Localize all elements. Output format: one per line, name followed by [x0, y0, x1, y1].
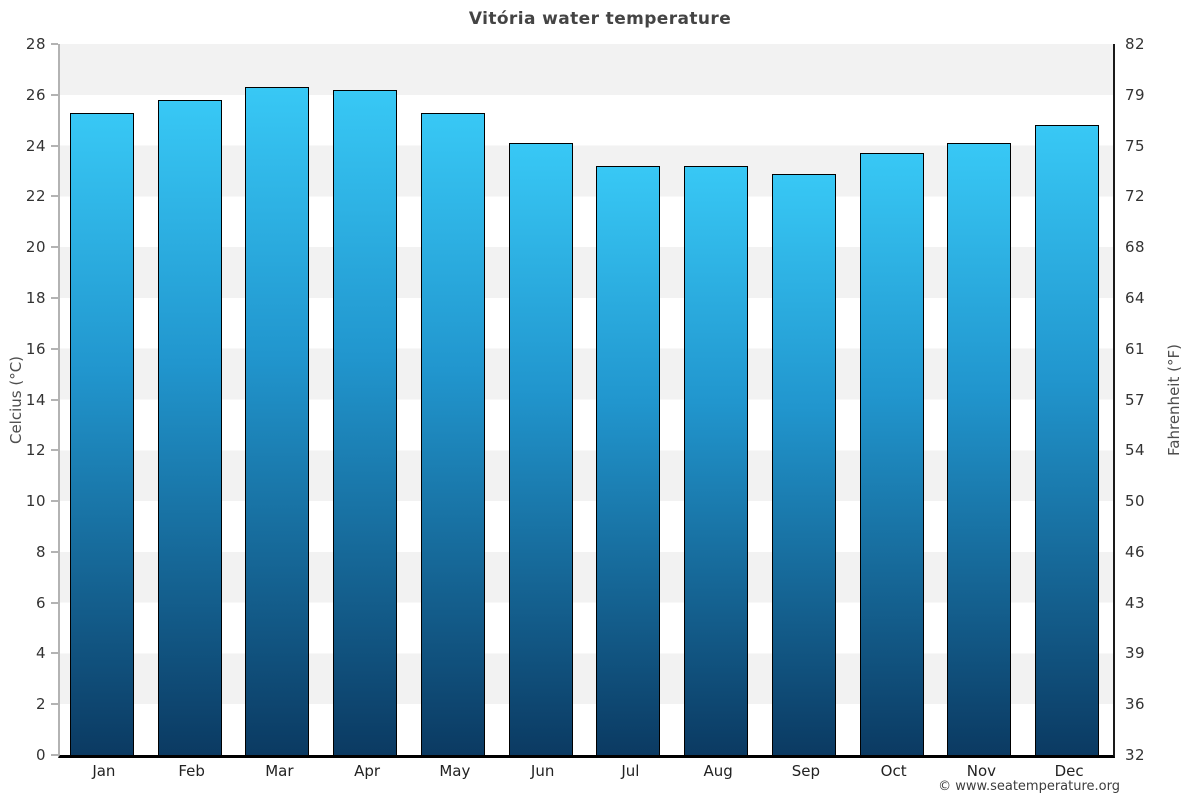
bar-nov: [947, 143, 1012, 755]
month-label-feb: Feb: [178, 762, 205, 780]
month-label-jun: Jun: [530, 762, 555, 780]
fahrenheit-tick-label: 39: [1125, 644, 1146, 663]
fahrenheit-tick-label: 54: [1125, 441, 1146, 460]
month-label-sep: Sep: [791, 762, 821, 780]
celsius-tick-mark: [51, 195, 58, 198]
fahrenheit-tick-label: 46: [1125, 542, 1146, 561]
plot-area: [58, 44, 1115, 758]
celsius-tick-label: 4: [35, 644, 46, 663]
celsius-tick-mark: [51, 144, 58, 147]
celsius-tick-label: 20: [25, 238, 46, 257]
celsius-tick-label: 18: [25, 288, 46, 307]
celsius-tick-label: 16: [25, 339, 46, 358]
celsius-tick-label: 22: [25, 187, 46, 206]
celsius-tick-label: 0: [35, 746, 46, 764]
celsius-tick-mark: [51, 550, 58, 553]
celsius-tick-mark: [51, 296, 58, 299]
fahrenheit-tick-label: 82: [1125, 35, 1146, 53]
celsius-tick-mark: [51, 703, 58, 706]
month-label-mar: Mar: [265, 762, 294, 780]
bar-jul: [596, 165, 661, 755]
celsius-tick-mark: [51, 601, 58, 604]
bar-oct: [859, 153, 924, 755]
celsius-tick-label: 8: [35, 542, 46, 561]
celsius-tick-label: 24: [25, 136, 46, 155]
month-label-jan: Jan: [92, 762, 116, 780]
celsius-tick-mark: [51, 754, 58, 756]
celsius-tick-mark: [51, 347, 58, 350]
celsius-tick-mark: [51, 246, 58, 249]
celsius-tick-label: 28: [25, 35, 46, 53]
celsius-tick-label: 6: [35, 593, 46, 612]
celsius-tick-mark: [51, 398, 58, 401]
month-label-jul: Jul: [621, 762, 640, 780]
bar-aug: [684, 165, 749, 755]
celsius-tick-label: 26: [25, 85, 46, 104]
celsius-tick-label: 12: [25, 441, 46, 460]
copyright-text: © www.seatemperature.org: [938, 779, 1120, 794]
celsius-tick-label: 10: [25, 492, 46, 511]
fahrenheit-tick-label: 50: [1125, 492, 1146, 511]
fahrenheit-tick-label: 72: [1125, 187, 1146, 206]
month-label-apr: Apr: [354, 762, 381, 780]
fahrenheit-tick-label: 79: [1125, 85, 1146, 104]
bar-feb: [157, 99, 222, 755]
bar-mar: [245, 87, 310, 755]
fahrenheit-tick-label: 75: [1125, 136, 1146, 155]
fahrenheit-tick-label: 32: [1125, 746, 1146, 764]
fahrenheit-tick-label: 61: [1125, 339, 1146, 358]
celsius-tick-label: 14: [25, 390, 46, 409]
bar-jun: [508, 143, 573, 755]
fahrenheit-tick-label: 43: [1125, 593, 1146, 612]
month-label-dec: Dec: [1054, 762, 1084, 780]
bar-jan: [69, 112, 134, 755]
celsius-tick-mark: [51, 500, 58, 503]
y-axis-title-fahrenheit: Fahrenheit (°F): [1165, 344, 1183, 456]
chart-title: Vitória water temperature: [468, 9, 732, 29]
celsius-tick-mark: [51, 43, 58, 45]
month-label-aug: Aug: [703, 762, 733, 780]
celsius-tick-mark: [51, 93, 58, 96]
fahrenheit-tick-label: 68: [1125, 238, 1146, 257]
bar-apr: [333, 89, 398, 755]
bar-may: [420, 112, 485, 755]
month-label-nov: Nov: [966, 762, 997, 780]
fahrenheit-tick-label: 64: [1125, 288, 1146, 307]
month-label-oct: Oct: [880, 762, 907, 780]
celsius-tick-label: 2: [35, 695, 46, 714]
celsius-tick-mark: [51, 652, 58, 655]
bar-dec: [1035, 125, 1100, 755]
fahrenheit-tick-label: 36: [1125, 695, 1146, 714]
bar-sep: [771, 173, 836, 755]
fahrenheit-tick-label: 57: [1125, 390, 1146, 409]
celsius-tick-mark: [51, 449, 58, 452]
month-label-may: May: [439, 762, 471, 780]
